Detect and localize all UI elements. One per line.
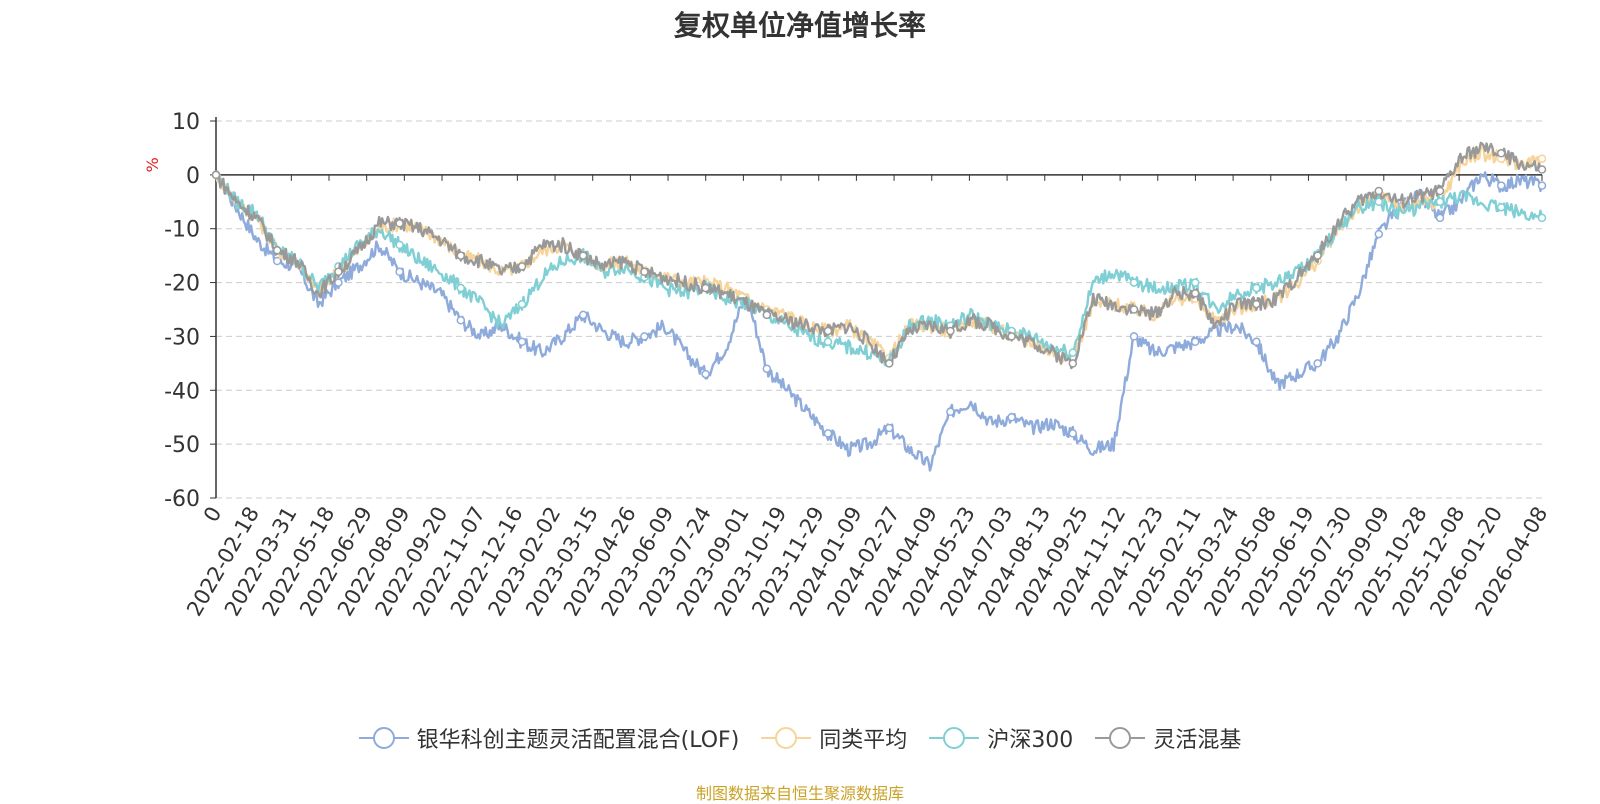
data-point bbox=[1537, 213, 1547, 223]
data-point bbox=[1252, 299, 1261, 309]
data-point bbox=[884, 423, 894, 433]
data-point bbox=[823, 429, 833, 438]
legend-item-fund[interactable]: 银华科创主题灵活配置混合(LOF) bbox=[358, 722, 740, 754]
data-point bbox=[1068, 429, 1078, 438]
data-point bbox=[395, 267, 404, 277]
legend-swatch-flexible-mixed bbox=[1095, 727, 1146, 749]
legend-label-csi300: 沪深300 bbox=[987, 728, 1074, 753]
legend-swatch-fund bbox=[358, 727, 409, 749]
data-point bbox=[946, 326, 955, 336]
y-tick-label: -30 bbox=[164, 325, 200, 350]
y-axis-unit-label: % bbox=[143, 157, 162, 172]
data-point bbox=[1129, 305, 1139, 314]
data-point bbox=[1496, 149, 1506, 158]
legend-swatch-csi300 bbox=[929, 727, 980, 749]
data-point bbox=[701, 369, 710, 379]
data-point bbox=[456, 316, 466, 325]
legend-item-csi300[interactable]: 沪深300 bbox=[929, 722, 1073, 754]
y-tick-label: -60 bbox=[164, 487, 200, 512]
data-point bbox=[823, 326, 833, 336]
series-line bbox=[215, 141, 1543, 370]
y-tick-label: -20 bbox=[164, 272, 200, 297]
data-point bbox=[1496, 202, 1506, 212]
legend-item-flexible-mixed[interactable]: 灵活混基 bbox=[1095, 722, 1241, 754]
data-point bbox=[946, 407, 955, 417]
x-tick-label: 0 bbox=[199, 503, 226, 527]
data-point bbox=[517, 337, 527, 347]
y-tick-label: 0 bbox=[186, 164, 200, 189]
data-point bbox=[640, 332, 649, 341]
data-point bbox=[1313, 359, 1322, 368]
data-point bbox=[456, 251, 466, 260]
data-point bbox=[1537, 154, 1547, 163]
data-point bbox=[1190, 289, 1200, 298]
data-point bbox=[517, 299, 527, 309]
legend: 银华科创主题灵活配置混合(LOF) 同类平均 沪深300 灵活混基 bbox=[0, 722, 1600, 754]
data-point bbox=[578, 251, 588, 260]
data-point bbox=[884, 359, 894, 368]
grid-layer bbox=[216, 120, 1542, 499]
data-point bbox=[395, 219, 404, 228]
data-point bbox=[640, 267, 649, 277]
data-point bbox=[1068, 348, 1078, 357]
data-point bbox=[762, 310, 772, 320]
data-point bbox=[701, 283, 710, 293]
data-point bbox=[517, 262, 527, 271]
data-point bbox=[1374, 229, 1384, 239]
data-point bbox=[1537, 181, 1547, 190]
data-point bbox=[211, 170, 221, 180]
source-note: 制图数据来自恒生聚源数据库 bbox=[695, 784, 904, 803]
data-point bbox=[334, 267, 343, 277]
data-point bbox=[1435, 197, 1445, 207]
y-tick-label: -40 bbox=[164, 379, 200, 404]
y-tick-label: -50 bbox=[164, 433, 200, 458]
data-point bbox=[456, 283, 466, 293]
chart-title: 复权单位净值增长率 bbox=[673, 9, 926, 42]
data-point bbox=[1252, 337, 1261, 347]
data-point bbox=[334, 278, 343, 287]
legend-label-flexible-mixed: 灵活混基 bbox=[1153, 728, 1242, 753]
data-point bbox=[762, 364, 772, 373]
data-point bbox=[1374, 186, 1384, 196]
data-point bbox=[1496, 181, 1506, 190]
data-point bbox=[1435, 213, 1445, 223]
data-point bbox=[272, 246, 282, 255]
line-chart: 100-10-20-30-40-50-60%02022-02-182022-03… bbox=[143, 110, 1552, 620]
data-point bbox=[1007, 332, 1016, 341]
legend-label-peer-average: 同类平均 bbox=[819, 728, 908, 753]
legend-swatch-peer-average bbox=[761, 727, 812, 749]
data-point bbox=[1007, 412, 1016, 422]
data-point bbox=[1190, 278, 1200, 287]
data-point bbox=[1252, 283, 1261, 293]
data-point bbox=[395, 240, 404, 250]
data-point bbox=[1129, 278, 1139, 287]
label-layer: 100-10-20-30-40-50-60%02022-02-182022-03… bbox=[143, 110, 1552, 620]
data-point bbox=[272, 256, 282, 266]
data-point bbox=[1190, 337, 1200, 347]
y-tick-label: 10 bbox=[172, 110, 200, 135]
data-point bbox=[1537, 165, 1547, 174]
data-point bbox=[1313, 251, 1322, 260]
data-point bbox=[578, 310, 588, 320]
y-tick-label: -10 bbox=[164, 218, 200, 243]
legend-item-peer-average[interactable]: 同类平均 bbox=[761, 722, 907, 754]
data-point bbox=[1068, 359, 1078, 368]
data-point bbox=[823, 337, 833, 347]
data-point bbox=[1374, 197, 1384, 207]
series-layer bbox=[211, 141, 1547, 472]
legend-label-fund: 银华科创主题灵活配置混合(LOF) bbox=[416, 728, 740, 753]
data-point bbox=[1129, 332, 1139, 341]
data-point bbox=[1435, 186, 1445, 196]
